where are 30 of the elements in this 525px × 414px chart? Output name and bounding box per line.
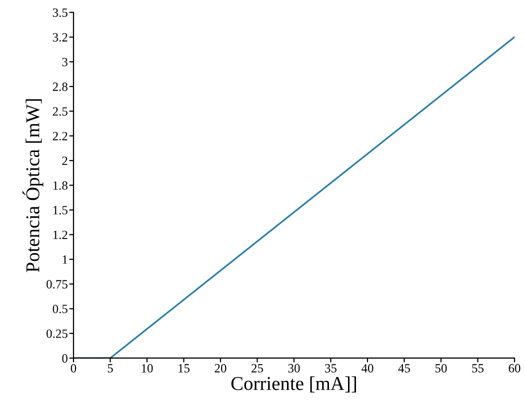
y-tick-label: 2.8 [52, 82, 68, 92]
x-tick-label: 25 [252, 364, 264, 372]
y-tick-label: 1.5 [53, 206, 68, 214]
y-tick-label: 2.2 [52, 132, 68, 140]
y-tick-label: 0.5 [52, 304, 68, 314]
y-tick-label: 2.5 [52, 107, 68, 116]
y-tick-label: 0.25 [46, 329, 68, 338]
x-tick-label: 50 [435, 364, 447, 372]
x-tick-label: 35 [325, 364, 337, 372]
y-tick-label: 1.8 [53, 181, 68, 190]
y-tick-label: 3 [62, 58, 68, 66]
y-tick-label: 1.2 [53, 230, 68, 240]
x-tick-label: 40 [361, 364, 374, 372]
x-tick-label: 55 [472, 364, 484, 372]
x-tick-label: 60 [508, 364, 520, 372]
x-tick-label: 30 [288, 364, 300, 372]
y-axis-title: Potencia Óptica [mW] [22, 99, 44, 272]
y-tick-label: 2 [62, 156, 68, 165]
x-tick-label: 45 [398, 364, 410, 372]
y-tick-label: 3.2 [52, 33, 68, 42]
x-tick-label: 10 [142, 364, 153, 372]
x-axis-title: Corriente [mA]] [231, 376, 356, 392]
x-tick-label: 5 [108, 364, 113, 372]
y-tick-label: 0.75 [46, 280, 68, 289]
x-tick-label: 20 [214, 364, 226, 372]
y-tick-label: 0 [62, 354, 68, 363]
y-tick-label: 1 [62, 255, 68, 264]
y-tick-label: 3.5 [52, 8, 68, 17]
x-tick-label: 0 [70, 364, 76, 372]
x-tick-label: 15 [178, 364, 190, 372]
